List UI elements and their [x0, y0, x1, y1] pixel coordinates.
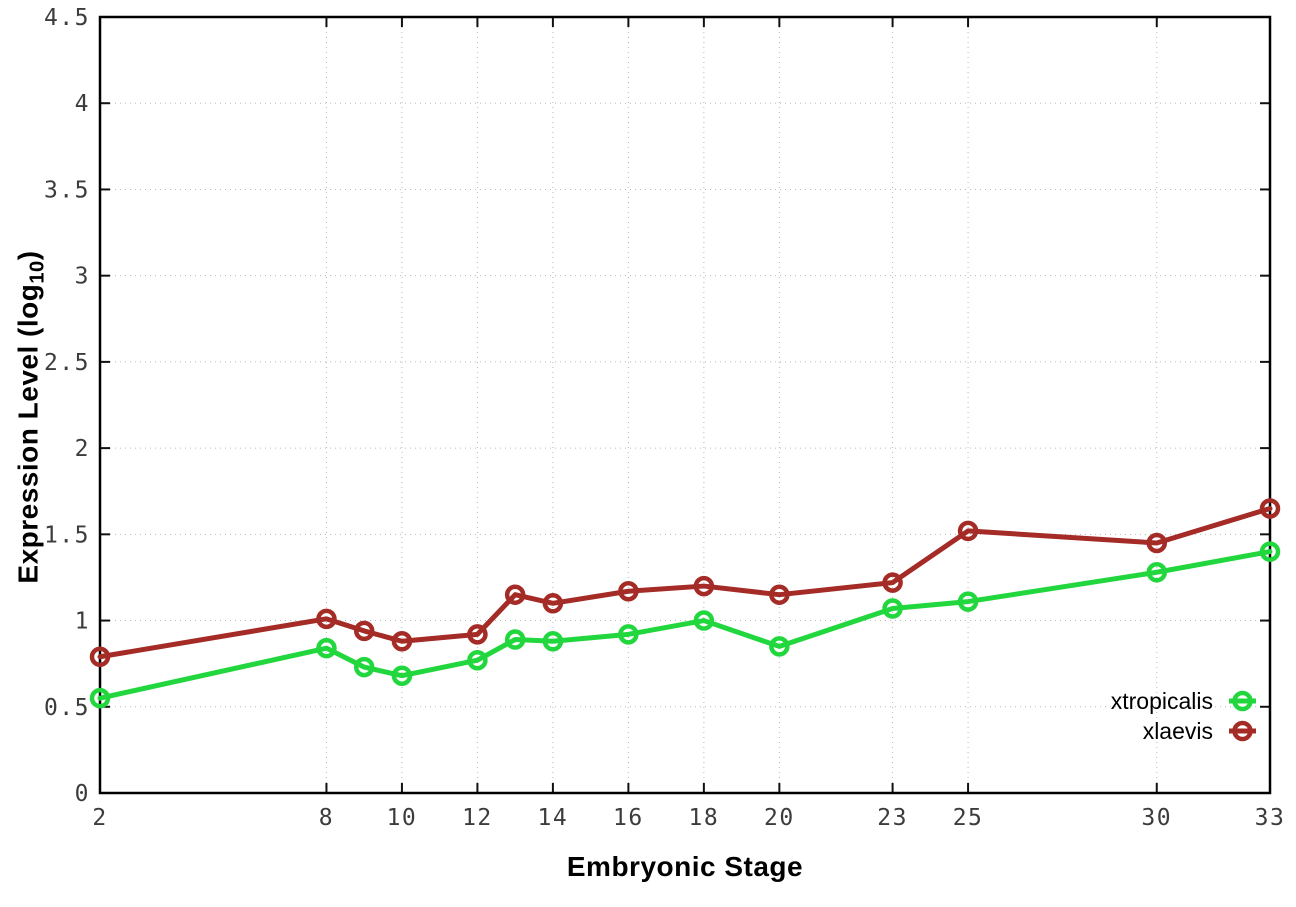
legend-sample-marker-xtropicalis: [1232, 690, 1253, 712]
data-point-xtropicalis: [391, 665, 413, 686]
data-point-xlaevis: [542, 593, 564, 614]
data-point-xlaevis: [316, 608, 337, 630]
data-point-xlaevis: [1259, 498, 1281, 519]
data-point-xlaevis: [957, 520, 979, 542]
y-tick-label: 3.5: [44, 177, 90, 203]
x-tick-label: 18: [689, 805, 720, 831]
legend: xtropicalis xlaevis: [1111, 688, 1256, 744]
x-tick-label: 8: [319, 805, 334, 831]
y-tick-label: 4.5: [44, 5, 90, 31]
x-tick-label: 14: [538, 805, 569, 831]
tick-labels: 0 0.5 1 1.5 2 2.5 3 3.5 4 4.5 2 8 10 12 14 16 18 20 23 25 30…: [44, 5, 1286, 831]
data-point-xlaevis: [467, 624, 488, 645]
y-tick-label: 2.5: [44, 350, 90, 376]
y-axis-title-text: Expression Level (log: [12, 283, 44, 584]
x-tick-label: 25: [953, 805, 984, 831]
x-tick-label: 10: [387, 805, 418, 831]
plot-border: [98, 15, 1272, 795]
series-xtropicalis: [89, 541, 1281, 709]
x-tick-label: 23: [877, 805, 908, 831]
y-axis-title-close: ): [12, 250, 44, 261]
data-point-xtropicalis: [882, 598, 903, 619]
data-point-xtropicalis: [316, 637, 337, 659]
data-point-xlaevis: [391, 630, 413, 652]
data-point-xlaevis: [504, 584, 526, 605]
y-axis-title: Expression Level (log10): [13, 250, 50, 583]
data-point-xlaevis: [618, 580, 639, 602]
x-tick-label: 20: [764, 805, 795, 831]
y-tick-label: 1.5: [44, 522, 90, 548]
data-point-xlaevis: [89, 646, 111, 668]
legend-label-xtropicalis: xtropicalis: [1111, 688, 1213, 714]
x-tick-label: 16: [613, 805, 644, 831]
data-point-xtropicalis: [89, 687, 111, 709]
data-point-xtropicalis: [618, 624, 639, 645]
data-point-xtropicalis: [957, 591, 979, 612]
x-tick-label: 30: [1141, 805, 1172, 831]
data-point-xlaevis: [769, 584, 790, 605]
data-point-xlaevis: [693, 575, 715, 597]
y-tick-label: 0.5: [44, 695, 90, 721]
y-tick-label: 1: [75, 609, 90, 635]
data-point-xtropicalis: [769, 636, 790, 657]
data-point-xtropicalis: [1259, 541, 1281, 562]
x-tick-label: 12: [462, 805, 493, 831]
data-point-xtropicalis: [693, 610, 715, 631]
x-axis-title: Embryonic Stage: [566, 851, 804, 882]
x-tick-label: 33: [1255, 805, 1286, 831]
x-tick-label: 2: [92, 805, 107, 831]
y-tick-label: 0: [75, 781, 90, 807]
y-tick-label: 4: [75, 91, 90, 117]
series-xlaevis: [89, 498, 1281, 668]
data-point-xtropicalis: [1146, 562, 1168, 583]
data-point-xlaevis: [882, 572, 903, 593]
y-axis-title-subscript: 10: [26, 260, 49, 284]
data-point-xtropicalis: [542, 630, 564, 652]
data-point-xtropicalis: [353, 656, 375, 678]
gridlines: [100, 17, 1270, 793]
legend-sample-marker-xlaevis: [1232, 720, 1253, 742]
y-tick-label: 2: [75, 436, 90, 462]
y-tick-label: 3: [75, 264, 90, 290]
legend-label-xlaevis: xlaevis: [1143, 718, 1213, 744]
data-point-xlaevis: [1146, 532, 1168, 554]
tick-marks: [99, 16, 1271, 794]
data-point-xtropicalis: [467, 649, 488, 671]
data-point-xlaevis: [353, 620, 375, 642]
data-point-xtropicalis: [504, 629, 526, 650]
